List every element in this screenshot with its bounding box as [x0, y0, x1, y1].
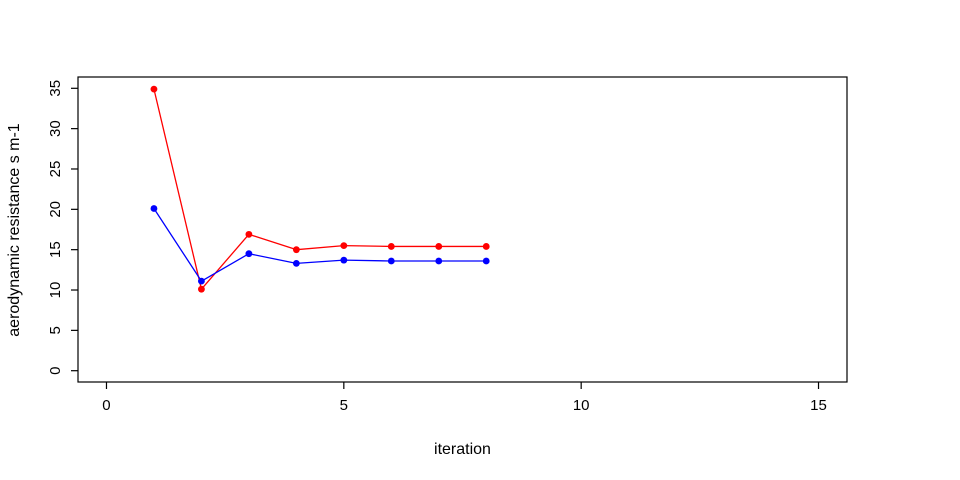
x-tick-label: 5 — [340, 397, 348, 414]
x-tick-label: 0 — [102, 397, 110, 414]
data-point-blue-series — [340, 256, 348, 264]
data-point-red-series — [387, 243, 395, 250]
data-point-blue-series — [245, 250, 253, 258]
data-point-blue-series — [435, 257, 443, 265]
data-point-red-series — [435, 243, 443, 250]
data-point-blue-series — [292, 259, 300, 267]
data-point-blue-series — [150, 205, 158, 212]
y-tick-label: 20 — [47, 201, 64, 218]
y-tick-label: 30 — [47, 120, 64, 137]
y-tick-label: 10 — [47, 282, 64, 299]
y-tick-label: 0 — [47, 367, 64, 375]
data-point-red-series — [292, 246, 300, 254]
data-point-blue-series — [387, 257, 395, 265]
y-tick-label: 15 — [47, 241, 64, 258]
data-point-red-series — [150, 85, 158, 93]
series-line-red-series — [153, 88, 487, 290]
y-axis-title: aerodynamic resistance s m-1 — [6, 123, 23, 337]
data-point-red-series — [340, 242, 348, 250]
data-point-blue-series — [482, 257, 490, 265]
data-point-red-series — [245, 230, 253, 238]
x-tick-label: 10 — [573, 397, 590, 414]
y-tick-label: 5 — [47, 326, 64, 334]
x-tick-label: 15 — [810, 397, 827, 414]
data-point-red-series — [198, 285, 205, 293]
series-line-blue-series — [153, 207, 487, 282]
plot-box — [77, 76, 848, 383]
data-point-red-series — [482, 243, 490, 250]
x-axis-title: iteration — [434, 441, 491, 458]
y-tick-label: 35 — [47, 80, 64, 97]
y-tick-label: 25 — [47, 161, 64, 178]
data-point-blue-series — [198, 277, 205, 285]
